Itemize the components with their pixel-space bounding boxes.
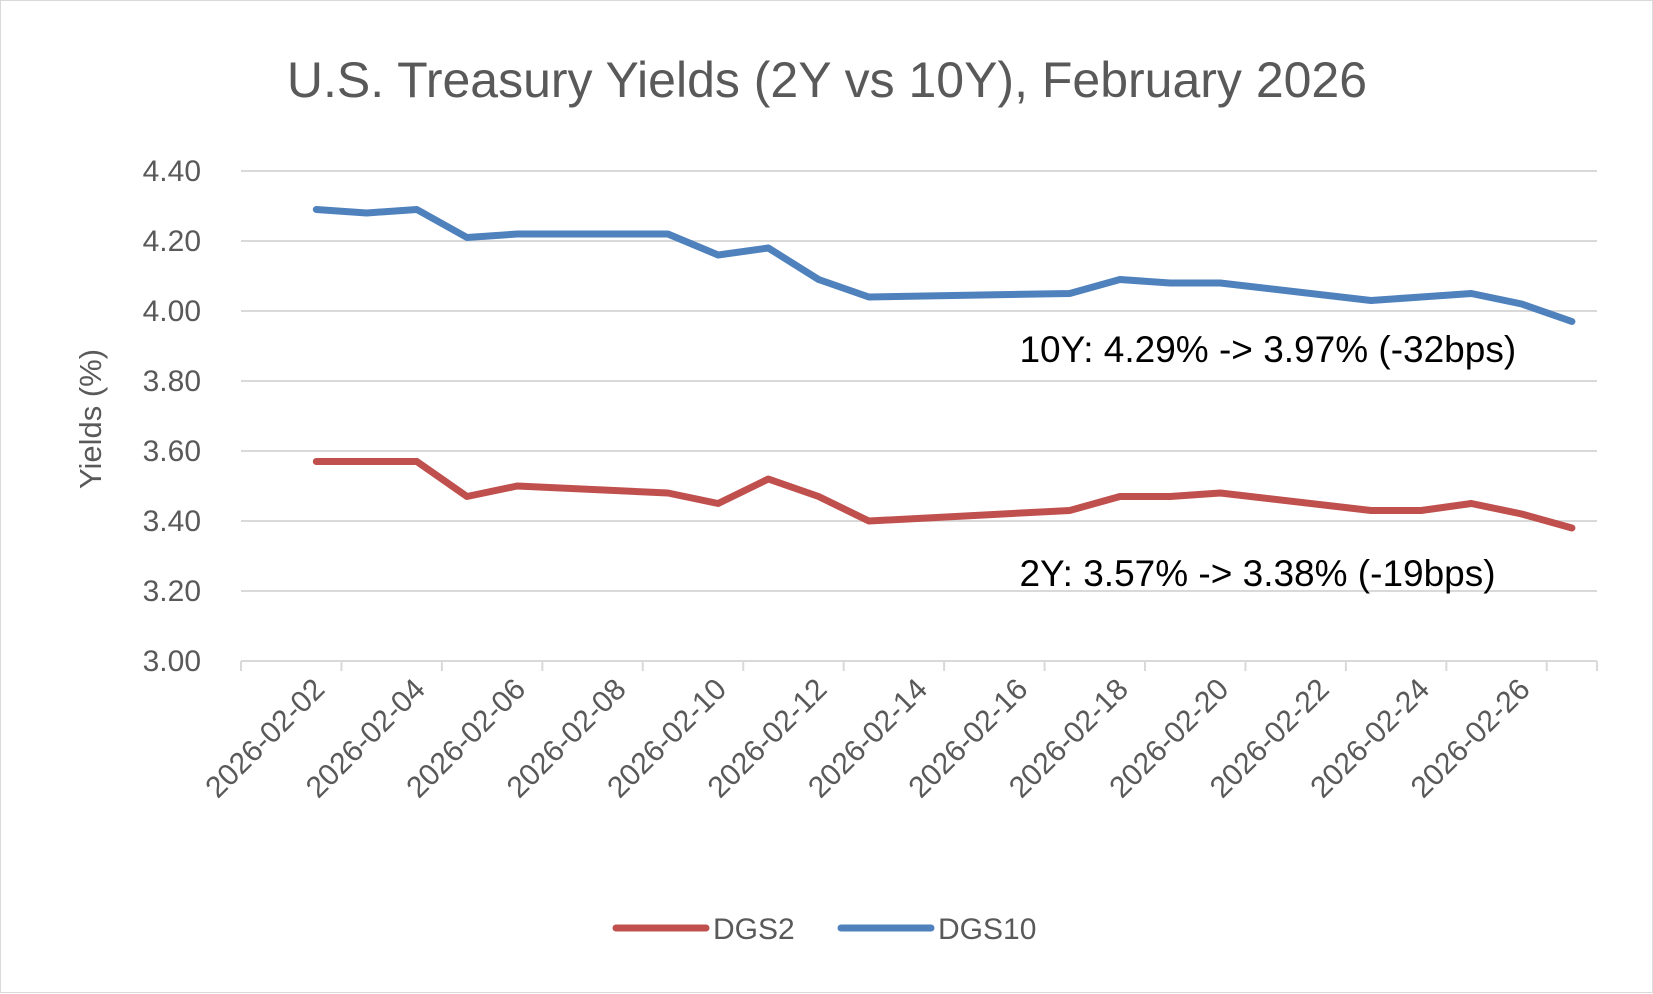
annotation-label: 2Y: 3.57% -> 3.38% (-19bps) <box>1019 553 1495 594</box>
series-line-dgs10 <box>312 206 1576 325</box>
y-tick-label: 3.60 <box>143 435 201 468</box>
chart-title: U.S. Treasury Yields (2Y vs 10Y), Februa… <box>287 52 1367 108</box>
series-lines <box>312 206 1576 532</box>
y-tick-label: 4.00 <box>143 295 201 328</box>
y-tick-label: 3.80 <box>143 365 201 398</box>
y-tick-label: 4.40 <box>143 155 201 188</box>
series-line-dgs2 <box>312 458 1576 532</box>
y-axis-label: Yields (%) <box>73 349 108 489</box>
y-axis-tick-labels: 3.00 3.20 3.40 3.60 3.80 4.00 4.20 4.40 <box>143 155 201 678</box>
legend-label-dgs2: DGS2 <box>713 913 795 946</box>
legend-label-dgs10: DGS10 <box>938 913 1036 946</box>
x-axis <box>240 660 1598 671</box>
y-tick-label: 3.20 <box>143 575 201 608</box>
annotation-label: 10Y: 4.29% -> 3.97% (-32bps) <box>1019 329 1516 370</box>
y-tick-label: 4.20 <box>143 225 201 258</box>
annotations: 10Y: 4.29% -> 3.97% (-32bps) 2Y: 3.57% ->… <box>1019 329 1516 594</box>
x-axis-tick-labels: 2026-02-022026-02-042026-02-062026-02-08… <box>199 673 1536 805</box>
gridlines <box>241 170 1597 592</box>
legend: DGS2 DGS10 <box>612 913 1036 946</box>
y-tick-label: 3.00 <box>143 645 201 678</box>
y-tick-label: 3.40 <box>143 505 201 538</box>
